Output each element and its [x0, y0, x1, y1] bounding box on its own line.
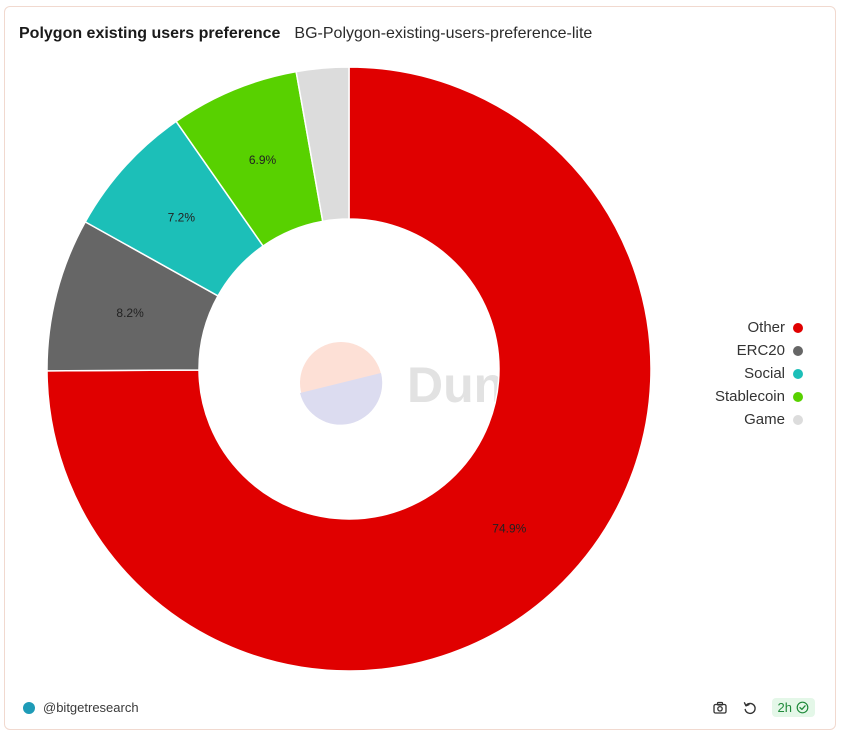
legend-swatch	[793, 414, 803, 425]
legend-swatch	[793, 391, 803, 402]
author-avatar-icon	[23, 701, 35, 714]
legend-item-other[interactable]: Other	[747, 319, 803, 336]
legend-item-stablecoin[interactable]: Stablecoin	[715, 388, 803, 405]
chart-toolbar: 2h	[712, 698, 815, 717]
legend-item-social[interactable]: Social	[744, 365, 803, 382]
legend-swatch	[793, 322, 803, 333]
chart-card: Polygon existing users preference BG-Pol…	[4, 6, 836, 730]
check-circle-icon	[796, 701, 809, 714]
author-tag[interactable]: @bitgetresearch	[23, 700, 139, 715]
slice-label-stablecoin: 6.9%	[249, 153, 277, 167]
legend-label: Game	[744, 411, 785, 428]
chart-title: Polygon existing users preference	[19, 25, 281, 42]
camera-icon[interactable]	[712, 700, 728, 716]
chart-legend: Other ERC20 Social Stablecoin Game	[715, 319, 803, 428]
legend-label: ERC20	[736, 342, 785, 359]
author-name: @bitgetresearch	[43, 700, 139, 715]
slice-label-social: 7.2%	[168, 210, 196, 224]
slice-game[interactable]	[295, 66, 350, 223]
chart-header: Polygon existing users preference BG-Pol…	[19, 25, 592, 43]
refresh-status-badge[interactable]: 2h	[771, 698, 815, 717]
refresh-icon[interactable]	[742, 700, 758, 716]
legend-label: Social	[744, 365, 785, 382]
slice-label-erc20: 8.2%	[116, 306, 144, 320]
legend-swatch	[793, 345, 803, 356]
legend-swatch	[793, 368, 803, 379]
chart-subtitle: BG-Polygon-existing-users-preference-lit…	[294, 25, 593, 42]
refresh-interval: 2h	[777, 700, 792, 715]
slice-other[interactable]	[46, 66, 652, 672]
legend-item-erc20[interactable]: ERC20	[737, 342, 803, 359]
legend-label: Stablecoin	[714, 388, 785, 405]
slice-label-other: 74.9%	[492, 521, 526, 535]
legend-label: Other	[747, 319, 785, 336]
legend-item-game[interactable]: Game	[744, 411, 803, 428]
